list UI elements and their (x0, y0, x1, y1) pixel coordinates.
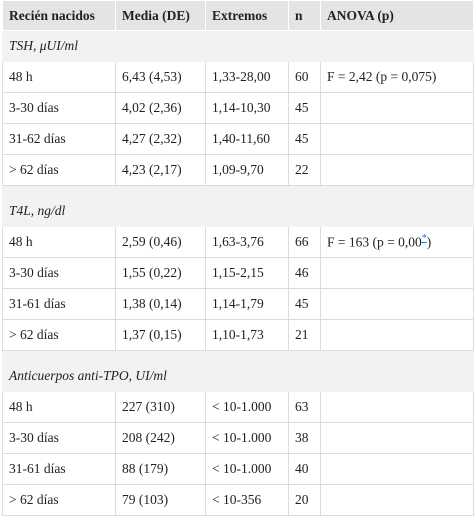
cell: > 62 días (2, 319, 116, 351)
cell: 1,37 (0,15) (115, 319, 206, 351)
cell: 3-30 días (2, 92, 116, 124)
data-row: > 62 días 79 (103) < 10-356 20 (2, 484, 474, 516)
section-title: Anticuerpos anti-TPO, UI/ml (2, 360, 474, 392)
spacer-row (2, 185, 474, 196)
header-cell: Recién nacidos (2, 0, 116, 31)
cell: < 10-356 (205, 484, 289, 516)
cell: 208 (242) (115, 422, 206, 454)
data-row: > 62 días 1,37 (0,15) 1,10-1,73 21 (2, 319, 474, 351)
data-table: Recién nacidos Media (DE) Extremos n ANOVA (… (2, 0, 474, 516)
table-body: TSH, μUI/ml 48 h 6,43 (4,53) 1,33-28,00 60 F … (2, 30, 474, 516)
cell: 1,09-9,70 (205, 154, 289, 186)
cell: > 62 días (2, 484, 116, 516)
header-row: Recién nacidos Media (DE) Extremos n ANOVA (… (2, 0, 474, 31)
spacer-cell (2, 185, 474, 196)
cell: 31-61 días (2, 453, 116, 485)
cell: 63 (288, 391, 321, 423)
anova-cell (320, 484, 474, 516)
cell: < 10-1.000 (205, 391, 289, 423)
cell: < 10-1.000 (205, 422, 289, 454)
cell: 45 (288, 288, 321, 320)
cell: 40 (288, 453, 321, 485)
anova-cell: F = 163 (p = 0,00*) (320, 226, 474, 258)
section-title: TSH, μUI/ml (2, 30, 474, 62)
data-row: > 62 días 4,23 (2,17) 1,09-9,70 22 (2, 154, 474, 186)
cell: 1,40-11,60 (205, 123, 289, 155)
cell: 66 (288, 226, 321, 258)
section-row: T4L, ng/dl (2, 195, 474, 227)
cell: 3-30 días (2, 422, 116, 454)
cell: 21 (288, 319, 321, 351)
cell: 46 (288, 257, 321, 289)
data-row: 48 h 227 (310) < 10-1.000 63 (2, 391, 474, 423)
data-row: 31-61 días 88 (179) < 10-1.000 40 (2, 453, 474, 485)
anova-cell (320, 92, 474, 124)
data-row: 3-30 días 208 (242) < 10-1.000 38 (2, 422, 474, 454)
section-row: TSH, μUI/ml (2, 30, 474, 62)
cell: 2,59 (0,46) (115, 226, 206, 258)
cell: 1,14-1,79 (205, 288, 289, 320)
cell: 1,10-1,73 (205, 319, 289, 351)
cell: 88 (179) (115, 453, 206, 485)
spacer-cell (2, 350, 474, 361)
header-cell: ANOVA (p) (320, 0, 474, 31)
anova-cell (320, 422, 474, 454)
cell: 48 h (2, 61, 116, 93)
anova-cell (320, 154, 474, 186)
cell: 1,15-2,15 (205, 257, 289, 289)
cell: 1,14-10,30 (205, 92, 289, 124)
anova-cell (320, 453, 474, 485)
cell: 1,63-3,76 (205, 226, 289, 258)
cell: 4,23 (2,17) (115, 154, 206, 186)
cell: 6,43 (4,53) (115, 61, 206, 93)
cell: > 62 días (2, 154, 116, 186)
header-cell: n (288, 0, 321, 31)
footnote-link[interactable]: * (421, 233, 427, 245)
anova-text: F = 2,42 (p = 0,075) (327, 69, 437, 84)
cell: 20 (288, 484, 321, 516)
anova-text: F = 163 (p = 0,00 (327, 234, 422, 250)
cell: 31-61 días (2, 288, 116, 320)
cell: 3-30 días (2, 257, 116, 289)
cell: 31-62 días (2, 123, 116, 155)
cell: 48 h (2, 226, 116, 258)
cell: 48 h (2, 391, 116, 423)
anova-cell (320, 391, 474, 423)
header-cell: Extremos (205, 0, 289, 31)
data-row: 31-62 días 4,27 (2,32) 1,40-11,60 45 (2, 123, 474, 155)
cell: 227 (310) (115, 391, 206, 423)
cell: 45 (288, 92, 321, 124)
anova-cell (320, 123, 474, 155)
data-row: 48 h 6,43 (4,53) 1,33-28,00 60 F = 2,42 (p =… (2, 61, 474, 93)
data-row: 48 h 2,59 (0,46) 1,63-3,76 66 F = 163 (p = 0… (2, 226, 474, 258)
cell: < 10-1.000 (205, 453, 289, 485)
anova-cell (320, 288, 474, 320)
cell: 4,27 (2,32) (115, 123, 206, 155)
cell: 4,02 (2,36) (115, 92, 206, 124)
cell: 1,33-28,00 (205, 61, 289, 93)
cell: 22 (288, 154, 321, 186)
header-cell: Media (DE) (115, 0, 206, 31)
cell: 1,38 (0,14) (115, 288, 206, 320)
data-row: 3-30 días 1,55 (0,22) 1,15-2,15 46 (2, 257, 474, 289)
section-title: T4L, ng/dl (2, 195, 474, 227)
data-row: 3-30 días 4,02 (2,36) 1,14-10,30 45 (2, 92, 474, 124)
cell: 1,55 (0,22) (115, 257, 206, 289)
data-row: 31-61 días 1,38 (0,14) 1,14-1,79 45 (2, 288, 474, 320)
section-row: Anticuerpos anti-TPO, UI/ml (2, 360, 474, 392)
anova-cell (320, 257, 474, 289)
cell: 79 (103) (115, 484, 206, 516)
spacer-row (2, 350, 474, 361)
cell: 38 (288, 422, 321, 454)
cell: 45 (288, 123, 321, 155)
anova-cell: F = 2,42 (p = 0,075) (320, 61, 474, 93)
cell: 60 (288, 61, 321, 93)
anova-cell (320, 319, 474, 351)
anova-text-end: ) (426, 234, 432, 250)
